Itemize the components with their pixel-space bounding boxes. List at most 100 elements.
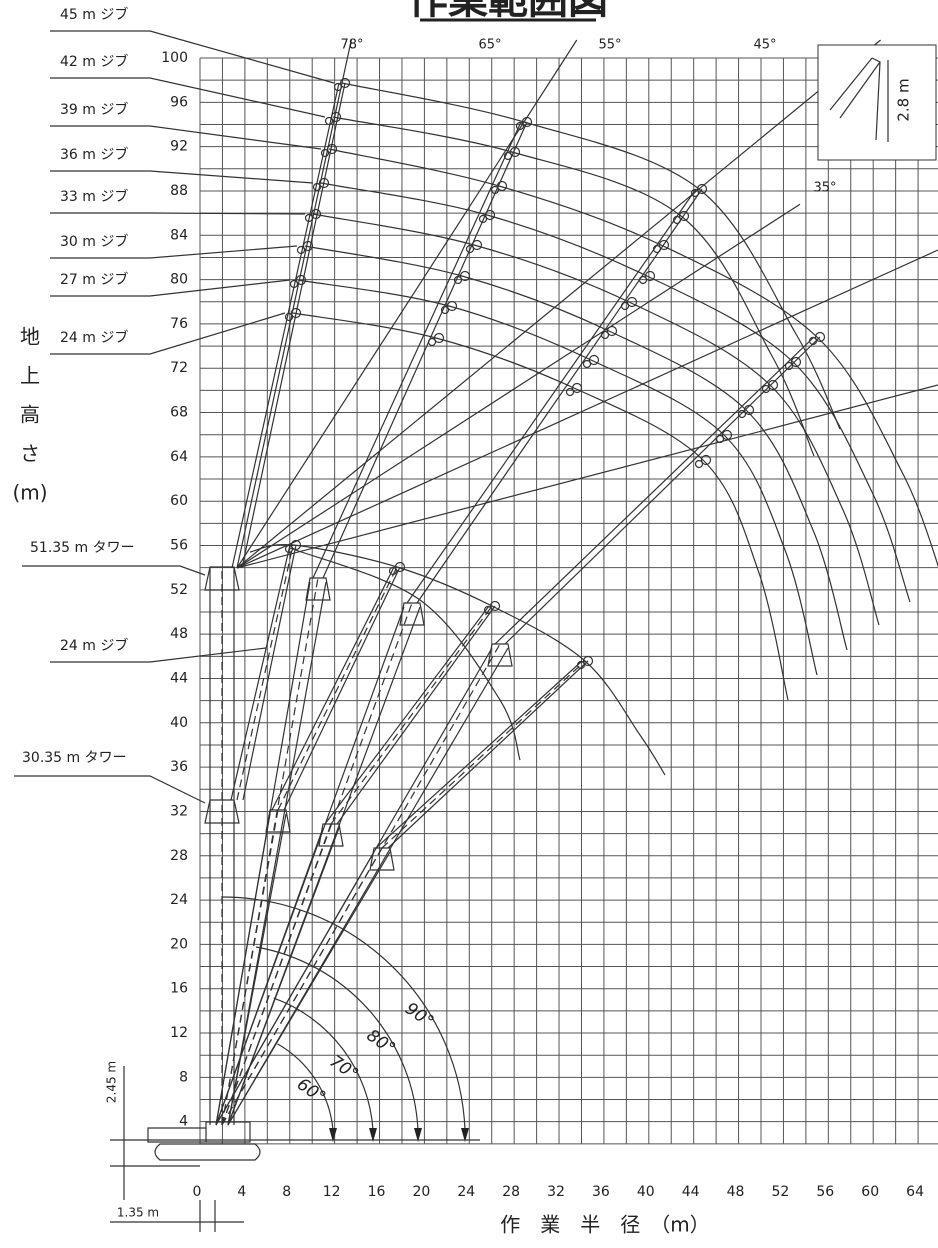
jib-tip [658, 239, 670, 251]
jib-tip [440, 305, 450, 315]
jib-tip [600, 330, 610, 340]
jib-tip [576, 660, 586, 670]
y-tick-label: 60 [170, 493, 188, 509]
y-tick-label: 68 [170, 405, 188, 421]
jib-tip [767, 379, 779, 391]
y-tick-label: 24 [170, 892, 188, 908]
line [504, 336, 821, 645]
y-tick-label: 76 [170, 316, 188, 332]
jib-tip [326, 143, 338, 155]
jib-label: 42 m ジブ [60, 53, 128, 70]
line [221, 847, 383, 1126]
tower-label: 51.35 m タワー [30, 540, 135, 556]
line [336, 605, 496, 825]
jib-tip [737, 409, 747, 419]
line [271, 566, 395, 811]
jib-tip [453, 275, 463, 285]
jib-tip [761, 384, 771, 394]
jib-label: 45 m ジブ [60, 6, 128, 23]
leader [22, 565, 206, 576]
x-tick-label: 4 [237, 1184, 246, 1200]
y-tick-label: 4 [179, 1114, 188, 1130]
arrow [461, 1128, 469, 1142]
x-tick-label: 24 [457, 1184, 475, 1200]
jib-arc [312, 213, 880, 626]
jib-tip [333, 82, 343, 92]
x-tick-label: 8 [282, 1184, 291, 1200]
jib-tip [690, 188, 700, 198]
line [236, 39, 578, 569]
y-tick-label: 64 [170, 449, 188, 465]
x-tick-label: 60 [861, 1184, 879, 1200]
jib-tip [302, 240, 314, 252]
jib-tip [790, 356, 802, 368]
line [227, 827, 340, 1126]
jib-tip [678, 210, 690, 222]
jib-tip [289, 279, 299, 289]
jib-arc [332, 116, 815, 457]
line [381, 660, 586, 849]
jib-arc [249, 543, 666, 776]
jib-tip [700, 454, 712, 466]
y-tick-label: 80 [170, 272, 188, 288]
x-tick-label: 36 [592, 1184, 610, 1200]
x-tick-label: 16 [368, 1184, 386, 1200]
tower-head [265, 809, 291, 833]
x-tick-label: 48 [727, 1184, 745, 1200]
angle-arc [255, 946, 419, 1140]
jib-tip [312, 182, 322, 192]
jib-tip [489, 600, 501, 612]
y-axis-label: (m) [12, 481, 47, 505]
leader [50, 279, 291, 297]
jib-arc [297, 279, 818, 676]
y-tick-label: 48 [170, 626, 188, 642]
line [236, 544, 294, 801]
dimension-label: 2.45 m [105, 1061, 119, 1103]
y-tick-label: 84 [170, 227, 188, 243]
line [236, 39, 352, 569]
line [236, 249, 938, 569]
jib-tip [465, 244, 475, 254]
line [231, 82, 340, 569]
jib-label: 39 m ジブ [60, 101, 128, 118]
line [215, 813, 271, 1126]
line [241, 82, 346, 569]
angle-arc [277, 1043, 334, 1140]
y-tick-label: 20 [170, 936, 188, 952]
line [221, 823, 332, 1126]
tower-head [369, 847, 395, 871]
jib-label: 24 m ジブ [60, 637, 128, 654]
jib-arc [292, 312, 789, 701]
x-tick-label: 64 [906, 1184, 924, 1200]
line [375, 660, 583, 849]
leader [50, 30, 335, 84]
y-tick-label: 72 [170, 360, 188, 376]
y-tick-label: 32 [170, 803, 188, 819]
jib-tip [388, 566, 398, 576]
title: 作業範囲図 [408, 0, 608, 23]
jib-tip [295, 274, 307, 286]
line [227, 851, 391, 1126]
tower-head [487, 643, 513, 667]
line [277, 566, 398, 811]
jib-tip [696, 183, 708, 195]
jib-arc [328, 148, 938, 568]
y-tick-label: 52 [170, 582, 188, 598]
jib-tip [784, 361, 794, 371]
jib-arc [320, 182, 911, 603]
line [387, 660, 589, 849]
angle-arc [273, 997, 374, 1140]
line [324, 605, 490, 825]
jib-tip [565, 387, 575, 397]
jib-tip [694, 459, 704, 469]
line [236, 203, 801, 569]
jib-tip [478, 214, 488, 224]
leader [50, 125, 322, 150]
line [312, 121, 522, 579]
jib-tip [588, 354, 600, 366]
boom-angle-label: 65° [478, 38, 501, 53]
jib-tip [515, 121, 525, 131]
line [242, 544, 297, 801]
jib-tip [427, 337, 437, 347]
leader [50, 212, 306, 215]
